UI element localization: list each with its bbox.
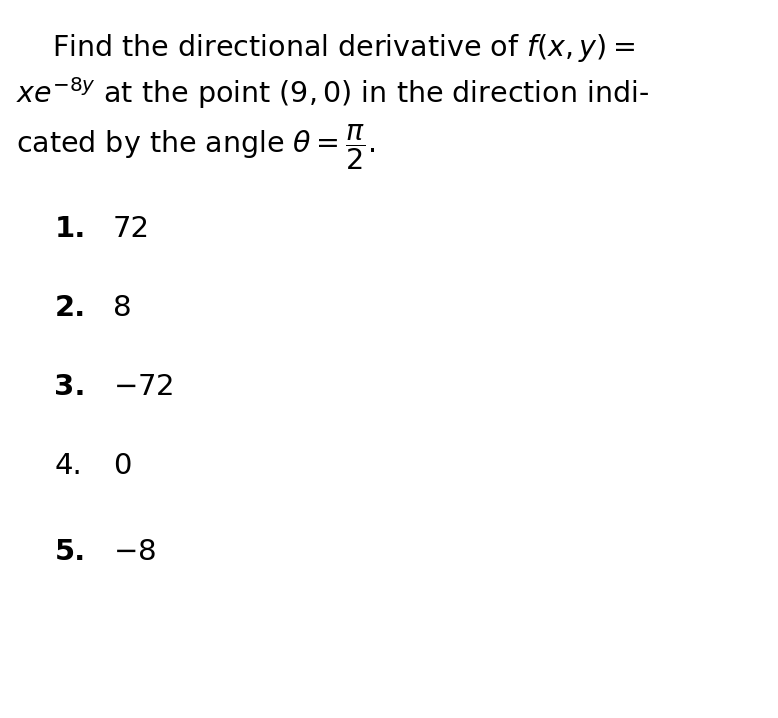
Text: 1.: 1. bbox=[54, 215, 86, 243]
Text: $-8$: $-8$ bbox=[113, 538, 156, 567]
Text: cated by the angle $\theta = \dfrac{\pi}{2}$.: cated by the angle $\theta = \dfrac{\pi}… bbox=[16, 122, 375, 172]
Text: 4.: 4. bbox=[54, 452, 82, 480]
Text: 2.: 2. bbox=[54, 294, 86, 322]
Text: 0: 0 bbox=[113, 452, 131, 480]
Text: 72: 72 bbox=[113, 215, 150, 243]
Text: Find the directional derivative of $f(x, y) =$: Find the directional derivative of $f(x,… bbox=[16, 32, 635, 65]
Text: 5.: 5. bbox=[54, 538, 86, 567]
Text: 8: 8 bbox=[113, 294, 131, 322]
Text: 3.: 3. bbox=[54, 373, 86, 401]
Text: $-72$: $-72$ bbox=[113, 373, 173, 401]
Text: $xe^{-8y}$ at the point $(9, 0)$ in the direction indi-: $xe^{-8y}$ at the point $(9, 0)$ in the … bbox=[16, 75, 649, 111]
